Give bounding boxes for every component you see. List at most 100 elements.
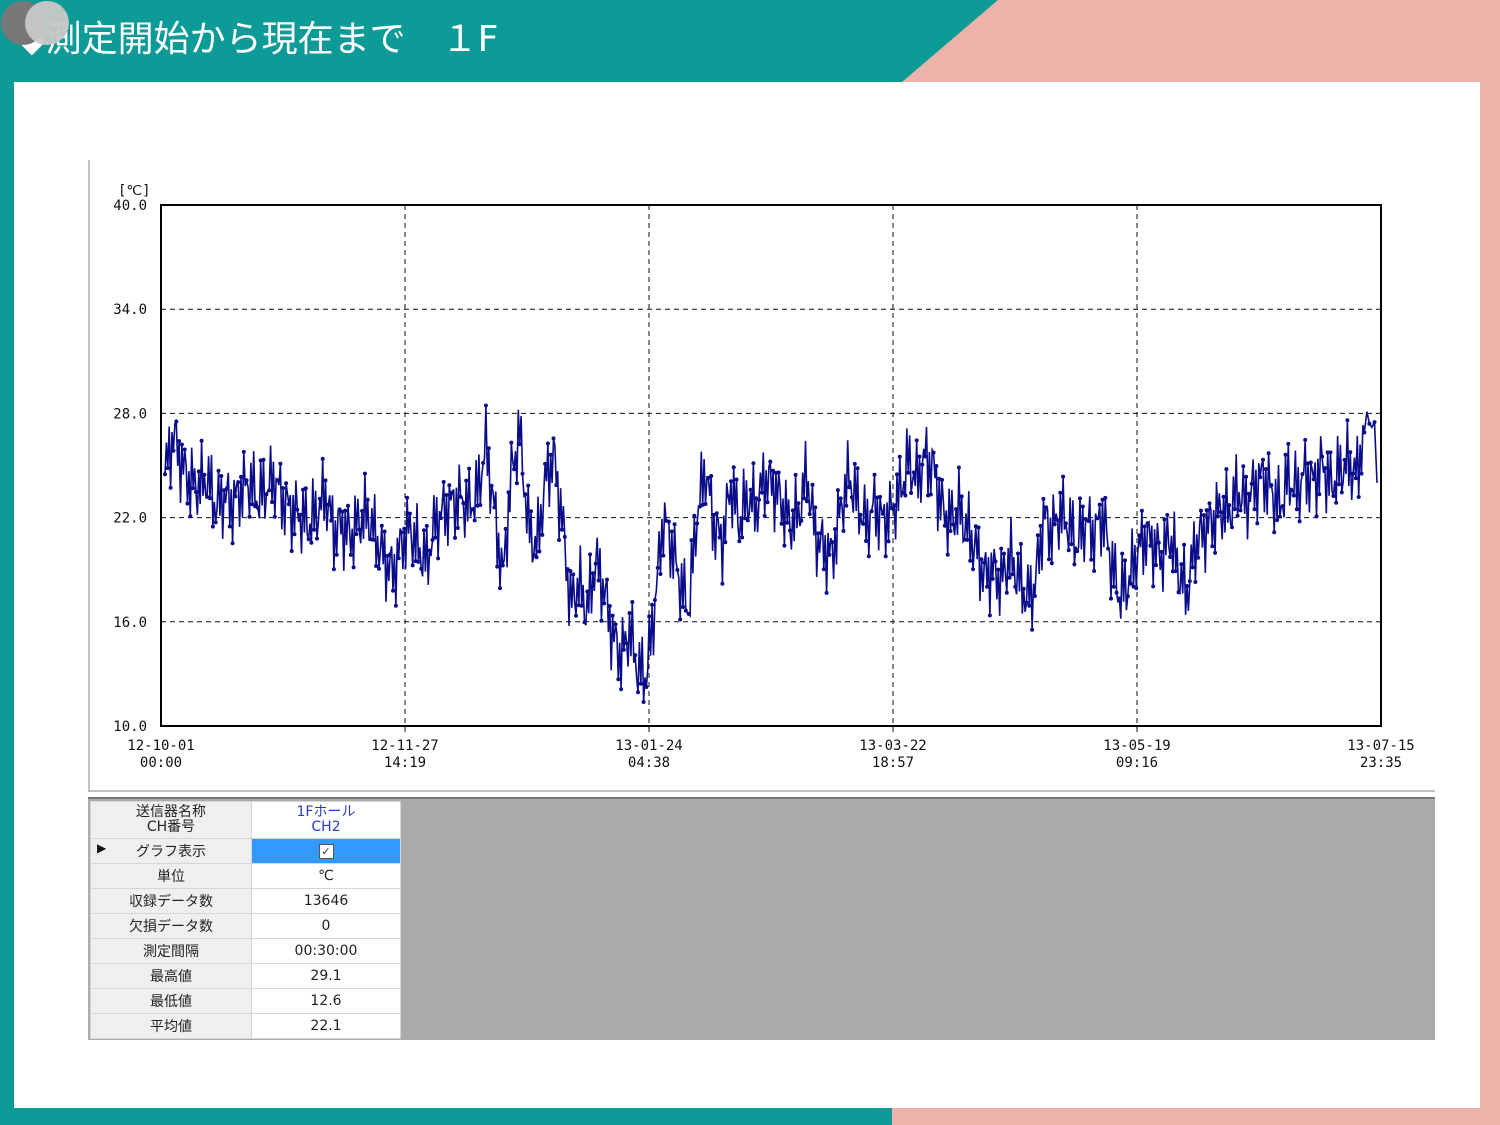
x-tick-time: 00:00	[140, 755, 182, 771]
data-point	[582, 620, 587, 625]
y-tick-label: 10.0	[113, 719, 147, 735]
data-point	[1351, 471, 1356, 476]
data-point	[1224, 467, 1229, 472]
grid-header-name: 送信器名称 CH番号	[90, 801, 252, 839]
data-point	[1047, 557, 1051, 562]
data-point	[630, 600, 635, 604]
data-point	[959, 494, 964, 499]
grid-cell-record-count[interactable]: 13646	[251, 888, 401, 914]
data-point	[419, 566, 424, 571]
data-point	[309, 540, 314, 545]
data-point	[382, 529, 387, 534]
graph-display-checkbox[interactable]: ✓	[318, 844, 334, 859]
data-point	[658, 572, 663, 576]
data-point	[1109, 596, 1113, 601]
grid-cell-average[interactable]: 22.1	[251, 1013, 401, 1039]
data-point	[785, 520, 790, 525]
grid-cell-interval[interactable]: 00:30:00	[251, 938, 401, 964]
data-point	[1238, 508, 1243, 513]
data-point	[1325, 450, 1330, 455]
data-point	[261, 457, 266, 462]
data-point	[1125, 594, 1130, 599]
data-point	[1235, 513, 1240, 518]
data-point	[520, 471, 525, 476]
data-point	[399, 530, 404, 535]
series-line-0	[164, 405, 1378, 703]
data-point	[895, 472, 899, 477]
grid-cell-graph-display[interactable]: ✓	[251, 838, 401, 864]
data-point	[1201, 513, 1206, 518]
data-point	[1356, 495, 1361, 499]
data-point	[441, 480, 446, 484]
data-point	[897, 454, 902, 459]
data-point	[1013, 584, 1018, 589]
grid-cell-max[interactable]: 29.1	[251, 963, 401, 989]
data-point	[489, 483, 494, 488]
data-point	[199, 438, 204, 443]
data-point	[526, 483, 531, 488]
data-point	[1232, 507, 1237, 512]
data-point	[886, 539, 891, 544]
footer-pink-bar	[892, 1108, 1500, 1125]
data-point	[165, 466, 170, 471]
data-point	[562, 534, 567, 539]
data-point	[1018, 541, 1023, 546]
data-point	[1078, 496, 1082, 501]
data-point	[928, 492, 933, 497]
data-point	[337, 507, 342, 512]
plot-frame	[160, 204, 1382, 727]
data-point	[821, 567, 826, 572]
header-banner	[0, 0, 1500, 82]
data-point	[374, 564, 379, 568]
data-point	[1063, 521, 1068, 526]
data-point	[379, 523, 384, 528]
data-point	[1145, 521, 1150, 526]
data-point	[678, 617, 683, 622]
grid-cell-min[interactable]: 12.6	[251, 988, 401, 1014]
data-point	[833, 527, 837, 532]
data-point	[1032, 594, 1037, 598]
data-point	[1154, 563, 1158, 568]
data-point	[726, 494, 731, 499]
data-point	[543, 461, 548, 466]
data-point	[1207, 501, 1212, 506]
data-point	[1021, 586, 1026, 591]
data-point	[1246, 491, 1251, 496]
data-point	[599, 618, 604, 623]
data-point	[987, 613, 992, 618]
data-point	[455, 526, 460, 530]
data-point	[405, 495, 410, 500]
x-tick-date: 13-07-15	[1347, 738, 1414, 754]
data-point	[1218, 510, 1223, 515]
data-point	[196, 469, 201, 474]
data-point	[883, 554, 888, 559]
data-point	[360, 508, 365, 513]
data-point	[743, 516, 747, 521]
data-point	[771, 468, 776, 473]
data-point	[388, 552, 393, 557]
data-point	[683, 608, 688, 613]
data-point	[1320, 454, 1325, 459]
data-point	[174, 419, 179, 424]
data-point	[514, 481, 519, 486]
data-point	[1303, 437, 1308, 442]
grid-cell-missing-count[interactable]: 0	[251, 913, 401, 939]
data-point	[545, 441, 550, 446]
data-point	[1277, 514, 1282, 519]
grid-cell-unit[interactable]: ℃	[251, 863, 401, 889]
data-point	[458, 494, 463, 499]
data-point	[278, 461, 283, 466]
data-point	[650, 602, 655, 607]
grid-cell-name[interactable]: 1Fホール CH2	[251, 801, 401, 839]
grid-header-average: 平均値	[90, 1013, 252, 1039]
data-point	[1266, 451, 1271, 456]
row-pointer-icon: ▶	[97, 841, 107, 855]
x-tick-date: 12-10-01	[127, 738, 194, 754]
data-point	[208, 496, 212, 501]
data-point	[1159, 549, 1164, 554]
data-point	[529, 509, 533, 514]
data-point	[1086, 519, 1091, 523]
data-point	[191, 486, 196, 491]
data-point	[985, 584, 990, 589]
grid-row-max: 最高値 29.1	[90, 963, 401, 989]
